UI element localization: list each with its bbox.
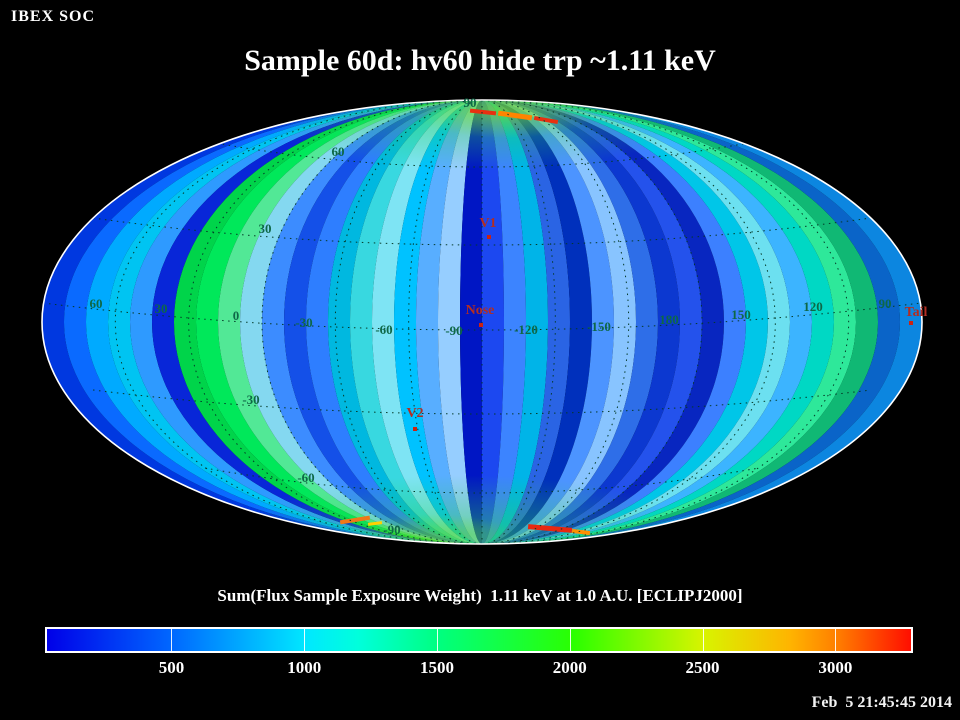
graticule-meridian [334,100,483,544]
timestamp: Feb 5 21:45:45 2014 [811,694,952,711]
lon-label: -30 [295,315,312,330]
lat-label: 90 [464,95,477,110]
marker-dot-v1 [487,235,491,239]
colorbar-separator [702,629,704,651]
swath-band [482,100,570,544]
colorbar-tick-label: 3000 [818,658,853,677]
lat-label: 60 [332,144,345,159]
swath-band [460,100,482,544]
colorbar-tick-label: 500 [158,658,185,677]
lon-label: -90 [445,323,462,338]
swath-band [482,100,548,544]
hot-streak [527,524,573,533]
swath-band [394,100,482,544]
graticule-meridian [481,100,850,544]
hot-streak [497,110,533,121]
colorbar-tick-label: 2000 [552,658,587,677]
colorbar-tick-label: 1000 [287,658,322,677]
graticule-meridian [114,100,483,544]
marker-dot-tail [909,321,913,325]
lon-label: 150 [731,307,751,322]
swath-band [482,100,636,544]
lat-label: -90 [383,522,400,537]
ibex-soc-watermark: IBEX SOC [11,8,96,25]
swath-band [482,100,504,544]
marker-label-nose: Nose [466,303,495,318]
flux-caption: Sum(Flux Sample Exposure Weight) 1.11 ke… [217,586,743,605]
lon-label: 0 [233,308,240,323]
pole-glow [410,100,600,138]
hot-streak [571,528,591,536]
swath-band [482,100,614,544]
colorbar-separator [569,629,571,651]
lon-label: -120 [514,322,538,337]
graticule-meridian [408,100,483,544]
marker-dot-v2 [413,427,417,431]
lon-label: -60 [375,322,392,337]
swath-band [482,100,526,544]
colorbar-frame [45,627,913,653]
hot-streak [367,521,383,526]
colorbar-separator [437,629,438,651]
marker-label-v2: V2 [406,406,423,421]
lat-label: -30 [242,392,259,407]
map-body [42,100,922,544]
hot-streak [469,108,497,116]
lon-label: 90 [879,296,892,311]
page-title: Sample 60d: hv60 hide trp ~1.11 keV [244,44,716,77]
swath-band [328,100,482,544]
swath-band [482,100,592,544]
colorbar-tick-label: 2500 [685,658,720,677]
lon-label: 60 [90,296,103,311]
pole-glow [340,514,520,544]
graticule-meridian [481,100,556,544]
lat-label: -60 [297,470,314,485]
marker-label-tail: Tail [905,305,928,320]
colorbar-tick-label: 1500 [420,658,454,677]
swath-band [416,100,482,544]
hot-streak [339,515,371,525]
colorbar-separator [304,629,306,651]
graticule-meridian [481,100,630,544]
graticule-latitude [92,217,872,246]
lon-label: 180 [659,312,679,327]
swath-band [350,100,482,544]
hot-streak [533,115,559,125]
lat-label: 30 [259,221,272,236]
colorbar-gradient [47,629,911,651]
swath-band [372,100,482,544]
marker-label-v1: V1 [479,216,496,231]
marker-dot-nose [479,323,483,327]
lon-label: 120 [803,299,823,314]
colorbar-separator [835,629,837,651]
lon-label: -150 [587,319,611,334]
lon-label: 30 [155,301,168,316]
map-outline [41,99,923,545]
colorbar-separator [171,629,173,651]
